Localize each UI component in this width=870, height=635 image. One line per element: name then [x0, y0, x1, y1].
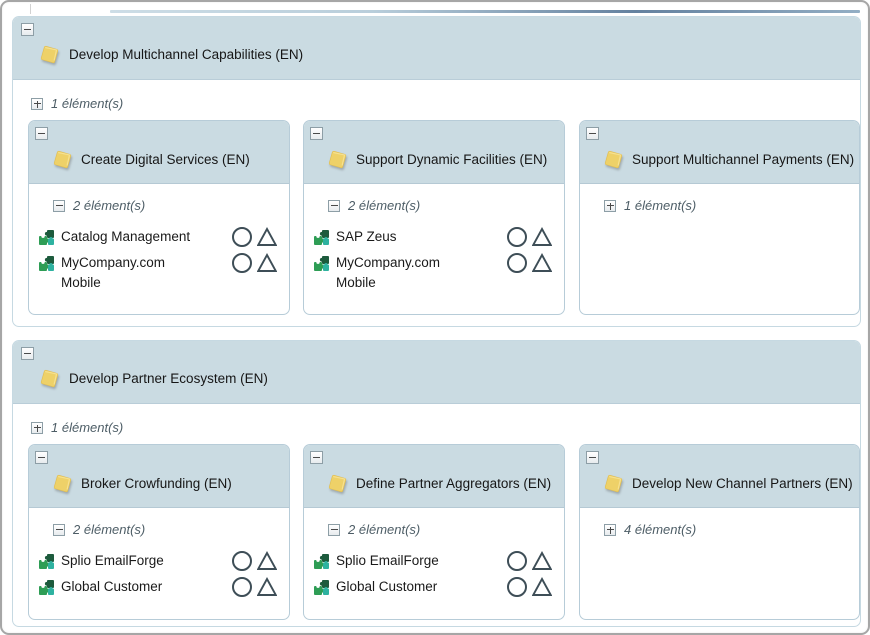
collapse-minus-box-icon[interactable]	[21, 347, 34, 360]
application-puzzle-icon	[314, 580, 329, 595]
subpanel-title: Develop New Channel Partners (EN)	[632, 476, 853, 491]
element-count-label: 1 élément(s)	[624, 198, 697, 213]
application-item[interactable]: Splio EmailForge	[29, 548, 289, 574]
element-count-label: 1 élément(s)	[51, 420, 124, 435]
status-triangle-icon[interactable]	[257, 253, 277, 273]
application-label: Global Customer	[61, 579, 163, 594]
status-circle-icon[interactable]	[232, 253, 252, 273]
capability-diamond-icon	[328, 150, 347, 169]
status-circle-icon[interactable]	[232, 227, 252, 247]
application-puzzle-icon	[314, 230, 329, 245]
status-triangle-icon[interactable]	[257, 551, 277, 571]
collapse-minus-box-icon[interactable]	[35, 451, 48, 464]
capability-diamond-icon	[53, 150, 72, 169]
capability-diamond-icon	[328, 474, 347, 493]
collapse-minus-box-icon[interactable]	[35, 127, 48, 140]
capability-diamond-icon	[53, 474, 72, 493]
status-circle-icon[interactable]	[232, 577, 252, 597]
section-header[interactable]: Develop Partner Ecosystem (EN)	[13, 341, 860, 404]
application-label: Catalog Management	[61, 229, 191, 244]
capability-diamond-icon	[40, 45, 59, 64]
collapse-minus-box-icon[interactable]	[53, 199, 65, 212]
status-circle-icon[interactable]	[232, 551, 252, 571]
application-item[interactable]: MyCompany.com Mobile	[304, 250, 564, 296]
collapse-minus-box-icon[interactable]	[310, 451, 323, 464]
capability-diamond-icon	[40, 369, 59, 388]
application-label: Global Customer	[336, 579, 438, 594]
element-count-label: 2 élément(s)	[73, 198, 146, 213]
subpanel-title: Broker Crowfunding (EN)	[81, 476, 232, 491]
collapse-minus-box-icon[interactable]	[21, 23, 34, 36]
subpanel-header[interactable]: Support Multichannel Payments (EN)	[580, 121, 859, 184]
subpanel-header[interactable]: Develop New Channel Partners (EN)	[580, 445, 859, 508]
status-triangle-icon[interactable]	[257, 577, 277, 597]
application-label: MyCompany.com Mobile	[61, 255, 166, 290]
capability-subpanel: Support Dynamic Facilities (EN) 2 élémen…	[303, 120, 565, 315]
status-circle-icon[interactable]	[507, 577, 527, 597]
subpanel-header[interactable]: Broker Crowfunding (EN)	[29, 445, 289, 508]
element-count-label: 4 élément(s)	[624, 522, 697, 537]
capability-subpanel: Support Multichannel Payments (EN) 1 élé…	[579, 120, 860, 315]
element-count-label: 1 élément(s)	[51, 96, 124, 111]
application-label: SAP Zeus	[336, 229, 397, 244]
capability-subpanel: Develop New Channel Partners (EN) 4 élém…	[579, 444, 860, 620]
element-count-label: 2 élément(s)	[348, 198, 421, 213]
application-label: Splio EmailForge	[61, 553, 164, 568]
section-title: Develop Multichannel Capabilities (EN)	[69, 47, 304, 62]
status-triangle-icon[interactable]	[257, 227, 277, 247]
collapse-minus-box-icon[interactable]	[586, 127, 599, 140]
application-item[interactable]: MyCompany.com Mobile	[29, 250, 289, 296]
subpanel-title: Support Multichannel Payments (EN)	[632, 152, 855, 167]
subpanel-title: Support Dynamic Facilities (EN)	[356, 152, 548, 167]
application-puzzle-icon	[39, 256, 54, 271]
application-item[interactable]: Catalog Management	[29, 224, 289, 250]
capability-subpanel: Create Digital Services (EN) 2 élément(s…	[28, 120, 290, 315]
capability-diamond-icon	[604, 150, 623, 169]
section-header[interactable]: Develop Multichannel Capabilities (EN)	[13, 17, 860, 80]
element-count-label: 2 élément(s)	[348, 522, 421, 537]
collapse-minus-box-icon[interactable]	[53, 523, 65, 536]
capability-section: Develop Partner Ecosystem (EN) 1 élément…	[12, 340, 861, 627]
status-triangle-icon[interactable]	[532, 577, 552, 597]
subpanel-title: Create Digital Services (EN)	[81, 152, 250, 167]
application-item[interactable]: SAP Zeus	[304, 224, 564, 250]
subpanel-header[interactable]: Create Digital Services (EN)	[29, 121, 289, 184]
collapse-minus-box-icon[interactable]	[328, 523, 340, 536]
status-circle-icon[interactable]	[507, 227, 527, 247]
application-puzzle-icon	[39, 580, 54, 595]
status-triangle-icon[interactable]	[532, 227, 552, 247]
application-puzzle-icon	[39, 554, 54, 569]
capability-section: Develop Multichannel Capabilities (EN) 1…	[12, 16, 861, 327]
status-triangle-icon[interactable]	[532, 551, 552, 571]
application-puzzle-icon	[314, 256, 329, 271]
expand-plus-box-icon[interactable]	[31, 97, 43, 110]
subpanel-header[interactable]: Define Partner Aggregators (EN)	[304, 445, 564, 508]
clipped-border-artifact	[30, 4, 31, 14]
expand-plus-box-icon[interactable]	[31, 421, 43, 434]
capability-diamond-icon	[604, 474, 623, 493]
collapse-minus-box-icon[interactable]	[586, 451, 599, 464]
capability-subpanel: Broker Crowfunding (EN) 2 élément(s) Spl…	[28, 444, 290, 620]
collapse-minus-box-icon[interactable]	[310, 127, 323, 140]
subpanel-header[interactable]: Support Dynamic Facilities (EN)	[304, 121, 564, 184]
application-puzzle-icon	[39, 230, 54, 245]
element-count-label: 2 élément(s)	[73, 522, 146, 537]
application-label: MyCompany.com Mobile	[336, 255, 441, 290]
collapse-minus-box-icon[interactable]	[328, 199, 340, 212]
capability-subpanel: Define Partner Aggregators (EN) 2 élémen…	[303, 444, 565, 620]
application-item[interactable]: Global Customer	[29, 574, 289, 600]
status-circle-icon[interactable]	[507, 253, 527, 273]
section-title: Develop Partner Ecosystem (EN)	[69, 371, 268, 386]
expand-plus-box-icon[interactable]	[604, 523, 616, 536]
application-item[interactable]: Splio EmailForge	[304, 548, 564, 574]
application-puzzle-icon	[314, 554, 329, 569]
application-label: Splio EmailForge	[336, 553, 439, 568]
status-triangle-icon[interactable]	[532, 253, 552, 273]
application-item[interactable]: Global Customer	[304, 574, 564, 600]
expand-plus-box-icon[interactable]	[604, 199, 616, 212]
status-circle-icon[interactable]	[507, 551, 527, 571]
subpanel-title: Define Partner Aggregators (EN)	[356, 476, 552, 491]
clipped-row-above-artifact	[110, 10, 860, 13]
